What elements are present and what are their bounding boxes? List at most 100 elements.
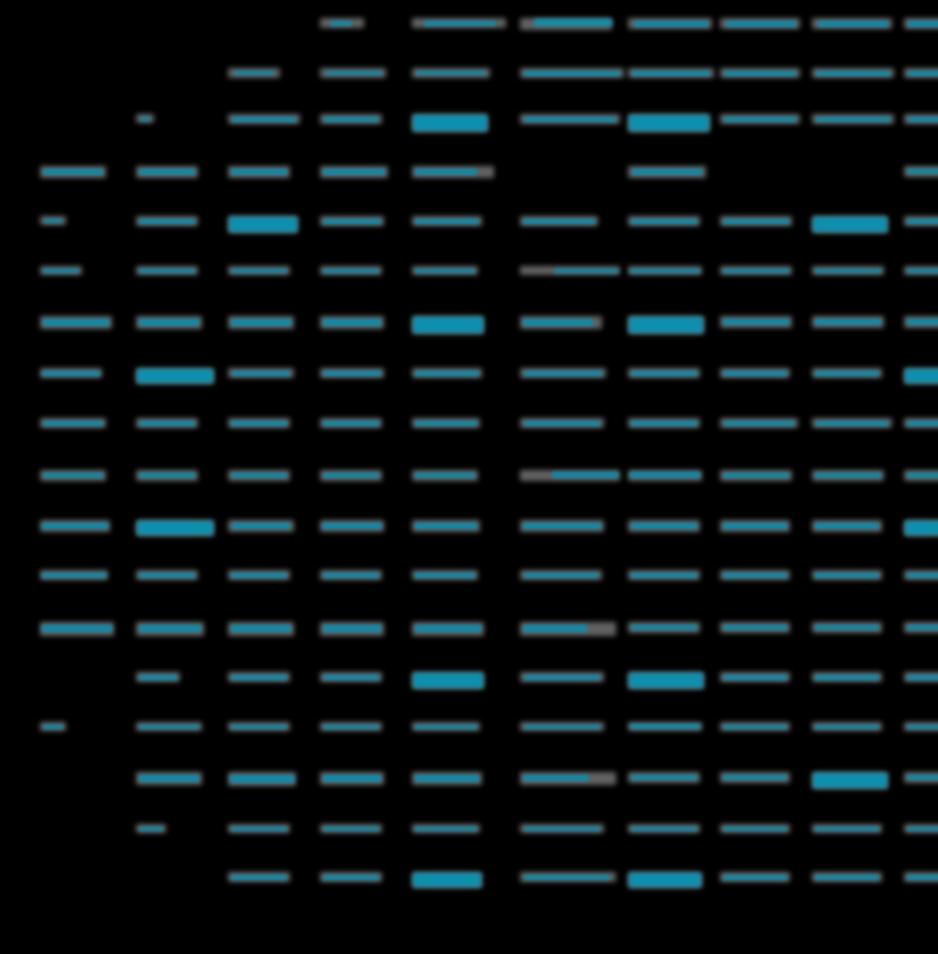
bar-value — [139, 725, 199, 729]
bar-cell — [136, 622, 204, 636]
bar-value — [723, 523, 787, 529]
bar-value — [43, 319, 109, 326]
bar-value — [139, 219, 195, 224]
bar-cell — [412, 316, 484, 334]
bar-value — [723, 219, 789, 224]
bar-cell — [320, 570, 382, 580]
bar-value — [413, 673, 483, 688]
bar-value — [631, 371, 697, 376]
bar-cell — [812, 470, 884, 481]
bar-value — [815, 371, 879, 376]
bar-value — [231, 169, 287, 175]
bar-value — [231, 725, 287, 729]
bar-cell — [520, 266, 620, 275]
bar-cell — [720, 368, 790, 378]
bar-value — [415, 827, 477, 831]
bar-cell — [520, 622, 616, 636]
bar-value — [554, 269, 618, 273]
bar-value — [231, 573, 287, 578]
bar-value — [139, 573, 195, 578]
bar-value — [630, 472, 700, 478]
bar-value — [139, 775, 199, 782]
bar-cell — [720, 316, 792, 328]
bar-value — [43, 421, 103, 426]
bar-value — [524, 725, 600, 729]
bar-cell — [520, 672, 604, 682]
bar-value — [231, 675, 287, 680]
bar-cell — [520, 114, 620, 124]
bar-cell — [720, 470, 792, 481]
bar-value — [723, 675, 787, 680]
bar-value — [524, 573, 598, 578]
bar-value — [907, 473, 938, 478]
bar-value — [723, 473, 789, 478]
bar-value — [723, 775, 787, 780]
bar-value — [415, 573, 475, 578]
bar-cell — [520, 570, 602, 580]
bar-cell — [904, 772, 938, 783]
bar-value — [139, 625, 201, 632]
bar-value — [629, 115, 709, 131]
bar-value — [813, 217, 887, 232]
bar-value — [724, 421, 794, 426]
bar-cell — [228, 722, 290, 731]
bar-value — [415, 725, 477, 729]
bar-cell — [136, 470, 198, 481]
bar-value — [524, 675, 600, 680]
bar-value — [413, 873, 481, 887]
bar-cell — [136, 368, 214, 384]
bar-cell — [720, 772, 790, 783]
bar-value — [907, 573, 938, 578]
bar-cell — [520, 470, 620, 481]
bar-cell — [520, 824, 604, 833]
bar-value — [231, 269, 287, 273]
bar-value — [907, 269, 938, 273]
bar-value — [43, 725, 63, 729]
bar-cell — [412, 672, 484, 689]
bar-value — [905, 369, 938, 383]
bar-value — [43, 169, 103, 175]
bar-cell — [412, 622, 484, 636]
bar-value — [907, 827, 938, 831]
bar-value — [415, 219, 479, 224]
bar-value — [330, 21, 352, 26]
bar-cell — [628, 114, 710, 132]
bar-cell — [720, 216, 792, 226]
bar-cell — [628, 266, 702, 275]
bar-cell — [228, 266, 290, 275]
bar-cell — [136, 520, 214, 536]
bar-value — [631, 827, 697, 831]
bar-cell — [228, 316, 294, 329]
bar-cell — [40, 520, 110, 532]
bar-value — [907, 169, 938, 174]
bar-cell — [40, 418, 106, 428]
bar-cell — [720, 824, 790, 833]
bar-cell — [720, 418, 798, 428]
bar-value — [815, 319, 881, 325]
bar-value — [524, 421, 600, 426]
bar-cell — [628, 570, 700, 580]
bar-value — [524, 827, 600, 831]
bar-cell — [320, 418, 382, 428]
bar-value — [323, 169, 385, 175]
bar-value — [416, 71, 486, 75]
bar-value — [43, 269, 79, 273]
bar-cell — [904, 418, 938, 428]
bar-value — [724, 117, 796, 122]
bar-value — [723, 725, 787, 729]
bar-cell — [628, 166, 706, 178]
bar-value — [907, 625, 938, 630]
bar-cell — [812, 18, 892, 29]
bar-cell — [40, 622, 114, 636]
bar-value — [815, 473, 881, 478]
bar-cell — [628, 68, 714, 78]
bar-value — [816, 71, 890, 76]
bar-value — [415, 269, 475, 273]
bar-cell — [40, 368, 102, 378]
bar-cell — [320, 266, 382, 275]
bar-value — [232, 371, 290, 376]
bar-cell — [40, 722, 66, 731]
bar-value — [907, 675, 938, 680]
bar-value — [42, 625, 112, 632]
bar-cell — [628, 824, 700, 833]
